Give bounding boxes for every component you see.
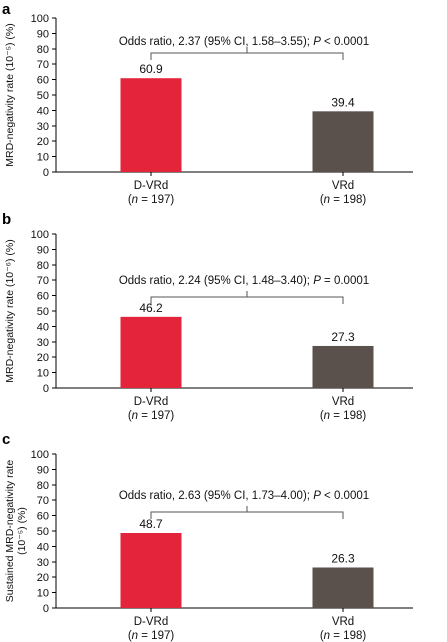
y-tick-label: 50 xyxy=(37,306,49,318)
bar-vrd xyxy=(312,111,374,172)
panel-letter: a xyxy=(2,1,11,18)
y-tick-label: 0 xyxy=(43,603,49,615)
comparison-bracket xyxy=(150,47,344,60)
category-n-label: (n = 197) xyxy=(128,194,175,206)
y-axis-label: (10⁻⁵) (%) xyxy=(16,507,28,555)
y-tick-label: 10 xyxy=(37,588,49,600)
y-tick-label: 0 xyxy=(43,167,49,179)
category-n-label: (n = 197) xyxy=(128,630,175,642)
panel-b: b MRD-negativity rate (10⁻⁶) (%) 0 10 20 30 40… xyxy=(2,211,413,422)
y-tick-label: 40 xyxy=(37,541,49,553)
y-tick-label: 60 xyxy=(37,75,49,87)
category-label: D-VRd xyxy=(134,396,169,408)
category-n-label: (n = 198) xyxy=(320,630,367,642)
y-tick-label: 60 xyxy=(37,291,49,303)
bar-vrd xyxy=(312,345,374,388)
y-tick-label: 60 xyxy=(37,511,49,523)
panel-letter: b xyxy=(2,211,11,228)
bar-d-vrd xyxy=(120,533,182,608)
panel-a: a MRD-negativity rate (10⁻⁵) (%) 0 10 20 30 40… xyxy=(2,1,413,206)
y-tick-label: 90 xyxy=(37,244,49,256)
category-label: D-VRd xyxy=(134,616,169,628)
bar-value-label: 27.3 xyxy=(331,330,355,344)
y-tick-label: 10 xyxy=(37,368,49,380)
y-tick-label: 0 xyxy=(43,383,49,395)
y-tick-label: 40 xyxy=(37,105,49,117)
category-label: VRd xyxy=(332,180,354,192)
y-tick-label: 40 xyxy=(37,321,49,333)
y-tick-label: 50 xyxy=(37,526,49,538)
y-axis-label: MRD-negativity rate (10⁻⁵) (%) xyxy=(4,23,16,167)
bar-value-label: 46.2 xyxy=(139,301,163,315)
y-tick-label: 70 xyxy=(37,275,49,287)
y-tick-label: 30 xyxy=(37,121,49,133)
comparison-bracket xyxy=(150,291,344,304)
category-n-label: (n = 197) xyxy=(128,410,175,422)
y-tick-label: 90 xyxy=(37,464,49,476)
bar-vrd xyxy=(312,567,374,608)
y-tick-label: 70 xyxy=(37,59,49,71)
y-tick-label: 80 xyxy=(37,480,49,492)
odds-ratio-annotation: Odds ratio, 2.37 (95% CI, 1.58–3.55); P … xyxy=(119,36,369,48)
y-tick-label: 30 xyxy=(37,337,49,349)
bar-value-label: 39.4 xyxy=(331,95,355,109)
y-tick-label: 70 xyxy=(37,495,49,507)
y-tick-label: 50 xyxy=(37,90,49,102)
bar-value-label: 60.9 xyxy=(139,62,163,76)
y-tick-label: 20 xyxy=(37,572,49,584)
bar-d-vrd xyxy=(120,78,182,172)
odds-ratio-annotation: Odds ratio, 2.63 (95% CI, 1.73–4.00); P … xyxy=(119,490,369,502)
y-tick-label: 20 xyxy=(37,136,49,148)
category-label: VRd xyxy=(332,396,354,408)
panel-c: c Sustained MRD-negativity rate (10⁻⁵) (%)… xyxy=(2,431,413,642)
category-n-label: (n = 198) xyxy=(320,194,367,206)
category-label: D-VRd xyxy=(134,180,169,192)
y-tick-label: 30 xyxy=(37,557,49,569)
comparison-bracket xyxy=(150,506,344,519)
y-tick-label: 80 xyxy=(37,44,49,56)
y-tick-label: 100 xyxy=(31,449,49,461)
y-tick-label: 80 xyxy=(37,260,49,272)
category-label: VRd xyxy=(332,616,354,628)
bar-value-label: 48.7 xyxy=(139,517,163,531)
y-tick-label: 20 xyxy=(37,352,49,364)
bar-value-label: 26.3 xyxy=(331,551,355,565)
panel-letter: c xyxy=(2,431,10,448)
odds-ratio-annotation: Odds ratio, 2.24 (95% CI, 1.48–3.40); P … xyxy=(119,275,369,287)
y-tick-label: 100 xyxy=(31,229,49,241)
y-tick-label: 100 xyxy=(31,13,49,25)
y-tick-label: 10 xyxy=(37,152,49,164)
category-n-label: (n = 198) xyxy=(320,410,367,422)
y-axis-label: Sustained MRD-negativity rate xyxy=(4,460,16,603)
y-axis-label: MRD-negativity rate (10⁻⁶) (%) xyxy=(4,239,16,382)
bar-d-vrd xyxy=(120,316,182,388)
y-tick-label: 90 xyxy=(37,28,49,40)
